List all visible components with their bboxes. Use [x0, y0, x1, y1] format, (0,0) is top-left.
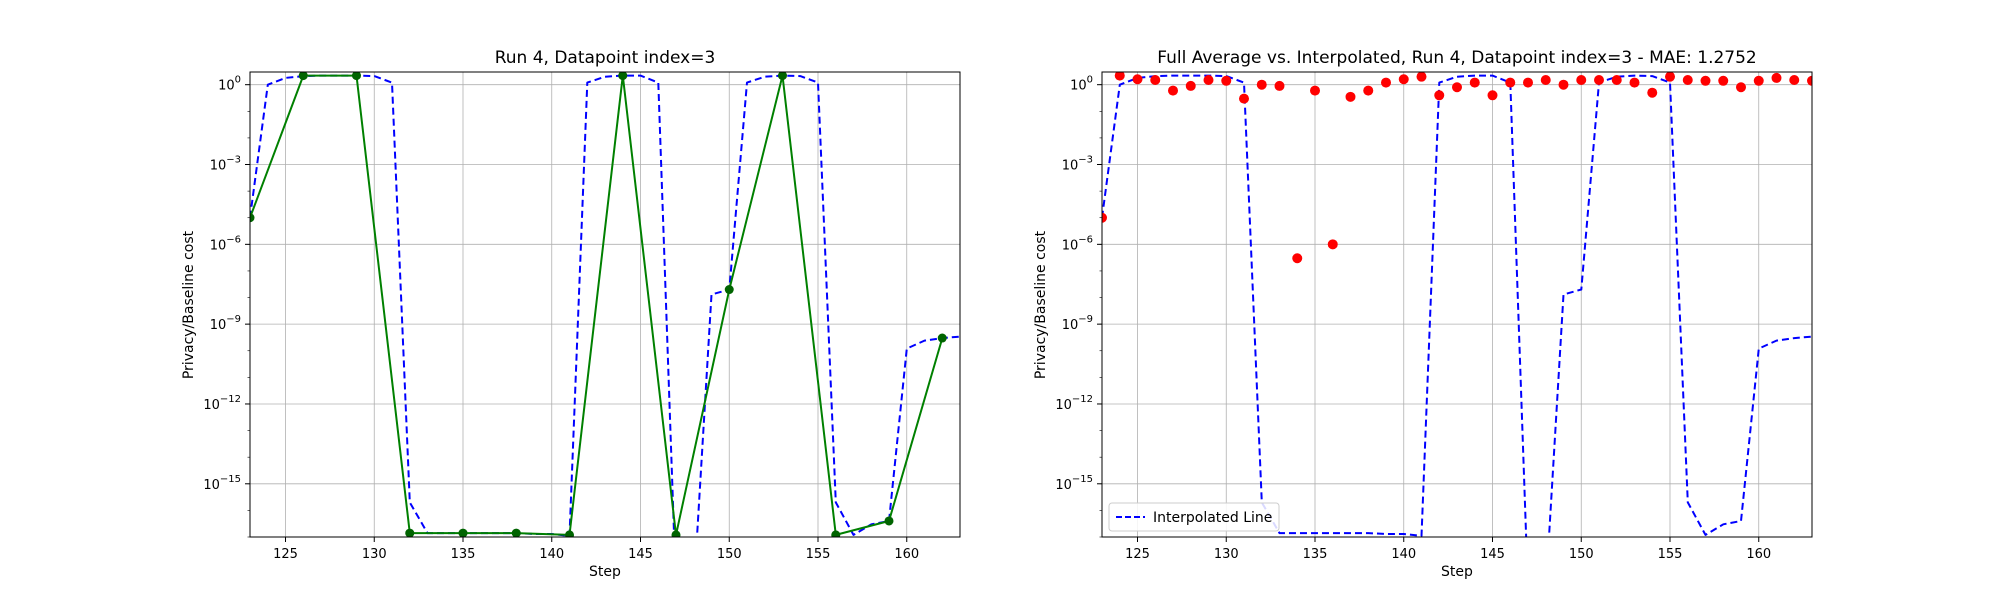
right-scatter-point [1647, 87, 1658, 98]
right-scatter-point [1594, 75, 1604, 86]
right-scatter-point [1682, 75, 1693, 86]
right-scatter-point [1292, 253, 1303, 264]
left-x-tick-label: 125 [273, 547, 298, 562]
right-scatter-point [1168, 85, 1178, 96]
right-scatter-point [1807, 75, 1812, 86]
left-sample-marker [884, 516, 894, 526]
right-scatter-point [1469, 77, 1480, 88]
right-scatter-point [1345, 91, 1356, 102]
left-sample-marker [778, 72, 787, 81]
right-y-axis-label: Privacy/Baseline cost [1033, 230, 1049, 379]
right-scatter-point [1327, 239, 1338, 250]
left-plot-frame [249, 71, 961, 538]
right-x-axis-label: Step [1441, 564, 1473, 580]
right-scatter-point [1771, 72, 1782, 83]
right-scatter-point [1203, 75, 1214, 86]
left-x-tick-label: 155 [806, 547, 831, 562]
legend-box [1108, 502, 1280, 532]
right-x-tick-label: 155 [1658, 547, 1683, 562]
right-scatter-point [1665, 72, 1675, 82]
left-sample-marker [831, 530, 841, 537]
right-plot-frame [1101, 71, 1813, 538]
right-scatter-point [1576, 75, 1587, 86]
left-x-tick-label: 140 [539, 547, 564, 562]
right-scatter-point [1256, 79, 1267, 90]
right-data [1102, 72, 1812, 537]
left-sample-marker [250, 213, 255, 223]
left-sample-marker [618, 72, 628, 81]
right-x-tick-label: 150 [1569, 547, 1594, 562]
left-y-axis-label: Privacy/Baseline cost [181, 230, 197, 379]
right-scatter-point [1452, 82, 1462, 93]
right-x-tick-label: 130 [1214, 547, 1239, 562]
left-sample-marker [352, 72, 361, 81]
right-scatter-point [1611, 75, 1622, 86]
left-x-tick-label: 150 [717, 547, 742, 562]
left-sample-marker [405, 528, 415, 537]
left-x-tick-label: 145 [628, 547, 653, 562]
right-scatter-point [1523, 77, 1533, 88]
right-scatter-point [1274, 80, 1285, 91]
right-scatter-point [1185, 80, 1196, 91]
legend-label-interpolated-line: Interpolated Line [1153, 510, 1272, 526]
right-scatter-point [1114, 72, 1125, 81]
left-sampled-solid-line [250, 74, 944, 536]
right-scatter-point [1753, 75, 1764, 86]
left-sample-marker [511, 528, 521, 537]
left-grid [250, 72, 960, 537]
left-interpolated-dashed-line [250, 74, 960, 537]
right-scatter-point [1150, 75, 1161, 86]
left-x-tick-label: 135 [451, 547, 476, 562]
right-scatter-point [1505, 77, 1516, 88]
right-scatter-point [1398, 74, 1409, 85]
right-scatter-point [1700, 75, 1711, 86]
right-x-tick-label: 160 [1746, 547, 1771, 562]
left-x-axis-label: Step [589, 564, 621, 580]
left-sample-marker [298, 72, 308, 81]
left-sample-marker [565, 530, 574, 537]
right-x-tick-label: 125 [1125, 547, 1150, 562]
left-chart-title: Run 4, Datapoint index=3 [495, 48, 716, 68]
right-scatter-point [1310, 85, 1320, 96]
right-scatter-point [1629, 77, 1640, 88]
left-data [250, 72, 960, 537]
right-scatter-point [1736, 82, 1746, 93]
left-sample-marker [937, 333, 947, 343]
right-scatter-point [1789, 75, 1800, 86]
right-scatter-point [1434, 90, 1445, 101]
left-x-tick-label: 130 [362, 547, 387, 562]
right-scatter-point [1132, 74, 1143, 85]
left-chart-panel: Run 4, Datapoint index=3 125 130 135 140 145… [181, 48, 961, 580]
right-scatter-point [1558, 79, 1569, 90]
left-sample-marker [458, 528, 468, 537]
left-sample-marker [671, 530, 681, 537]
right-scatter-point [1718, 75, 1729, 86]
right-scatter-point [1381, 77, 1391, 88]
right-x-tick-label: 145 [1480, 547, 1505, 562]
right-scatter-point [1363, 85, 1374, 96]
right-chart-title: Full Average vs. Interpolated, Run 4, Da… [1157, 48, 1757, 68]
right-scatter-point [1239, 93, 1249, 104]
right-scatter-point [1221, 75, 1232, 86]
left-sample-marker [724, 285, 734, 295]
right-interpolated-dashed-line [1102, 74, 1812, 537]
right-x-tick-label: 135 [1303, 547, 1328, 562]
right-grid [1102, 72, 1812, 537]
legend: Interpolated Line [1108, 502, 1280, 532]
right-scatter-point [1487, 90, 1498, 101]
right-scatter-point [1416, 72, 1427, 82]
left-x-tick-label: 160 [894, 547, 919, 562]
right-x-tick-label: 140 [1391, 547, 1416, 562]
right-scatter-point [1540, 75, 1551, 86]
right-scatter-point [1102, 212, 1107, 223]
